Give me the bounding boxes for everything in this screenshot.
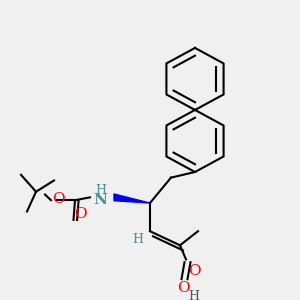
Polygon shape [114, 194, 150, 203]
Text: O: O [74, 207, 87, 221]
Text: H: H [133, 233, 143, 246]
Text: O: O [52, 192, 65, 206]
Text: O: O [177, 280, 189, 295]
Text: N: N [94, 193, 107, 207]
Text: H: H [95, 184, 106, 197]
Text: O: O [188, 264, 201, 278]
Text: H: H [188, 290, 199, 300]
